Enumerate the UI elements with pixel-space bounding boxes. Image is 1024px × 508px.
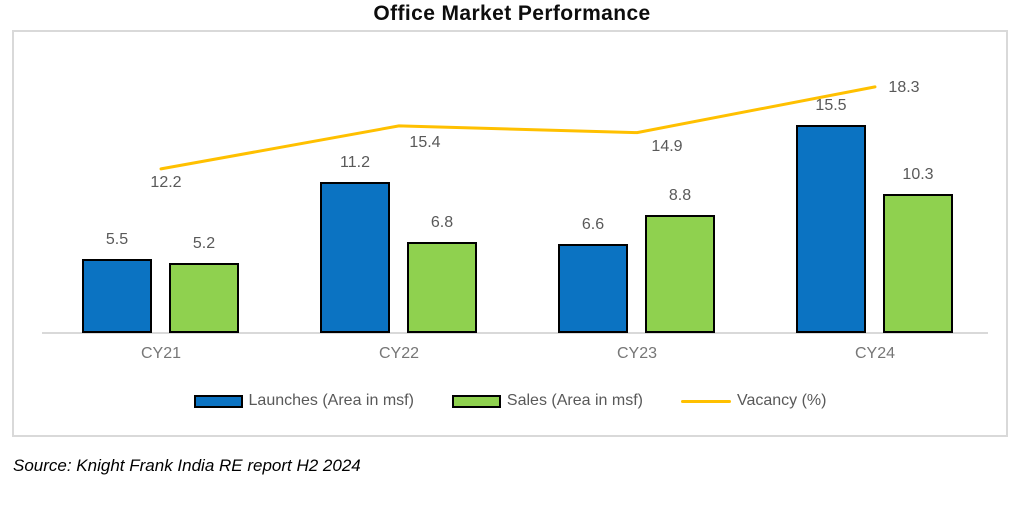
value-label-sales-cy24: 10.3 [902, 166, 934, 183]
vacancy-line [159, 85, 877, 171]
value-label-sales-cy21: 5.2 [192, 235, 216, 252]
launches-swatch-icon [193, 394, 243, 408]
chart-frame: 5.5 11.2 6.6 15.5 5.2 6.8 8.8 10.3 12.2 15.4 14.9 1… [12, 30, 1008, 437]
value-label-launches-cy21: 5.5 [105, 231, 129, 248]
legend-label-vacancy: Vacancy (%) [736, 392, 827, 409]
category-label-cy22: CY22 [378, 345, 420, 362]
sales-swatch-icon [451, 394, 501, 408]
plot-area: 5.5 11.2 6.6 15.5 5.2 6.8 8.8 10.3 12.2 15.4 14.9 1… [14, 32, 1006, 435]
bar-sales-cy21 [169, 263, 239, 333]
value-label-vacancy-cy23: 14.9 [651, 137, 683, 155]
legend-label-sales: Sales (Area in msf) [506, 392, 643, 409]
legend-item-sales: Sales (Area in msf) [451, 392, 643, 410]
x-axis-line [42, 332, 988, 334]
bar-launches-cy24 [796, 125, 866, 333]
bar-launches-cy21 [82, 259, 152, 333]
value-label-sales-cy23: 8.8 [668, 187, 692, 204]
value-label-vacancy-cy21: 12.2 [150, 173, 182, 191]
legend-item-launches: Launches (Area in msf) [193, 392, 414, 410]
vacancy-line-swatch-icon [680, 399, 731, 403]
bar-sales-cy24 [883, 194, 953, 333]
value-label-launches-cy24: 15.5 [815, 97, 847, 114]
bar-sales-cy23 [645, 215, 715, 333]
value-label-sales-cy22: 6.8 [430, 214, 454, 231]
category-label-cy24: CY24 [854, 345, 896, 362]
legend-item-vacancy: Vacancy (%) [680, 392, 827, 410]
value-label-vacancy-cy24: 18.3 [888, 78, 920, 96]
bar-launches-cy23 [558, 244, 628, 333]
legend: Launches (Area in msf) Sales (Area in ms… [14, 391, 1006, 411]
value-label-launches-cy22: 11.2 [340, 154, 370, 171]
value-label-vacancy-cy22: 15.4 [409, 133, 441, 151]
category-label-cy23: CY23 [616, 345, 658, 362]
category-label-cy21: CY21 [140, 345, 182, 362]
bar-sales-cy22 [407, 242, 477, 333]
value-label-launches-cy23: 6.6 [581, 216, 605, 233]
bar-launches-cy22 [320, 182, 390, 333]
legend-label-launches: Launches (Area in msf) [248, 392, 414, 409]
chart-title: Office Market Performance [373, 2, 651, 25]
source-note: Source: Knight Frank India RE report H2 … [13, 456, 361, 475]
